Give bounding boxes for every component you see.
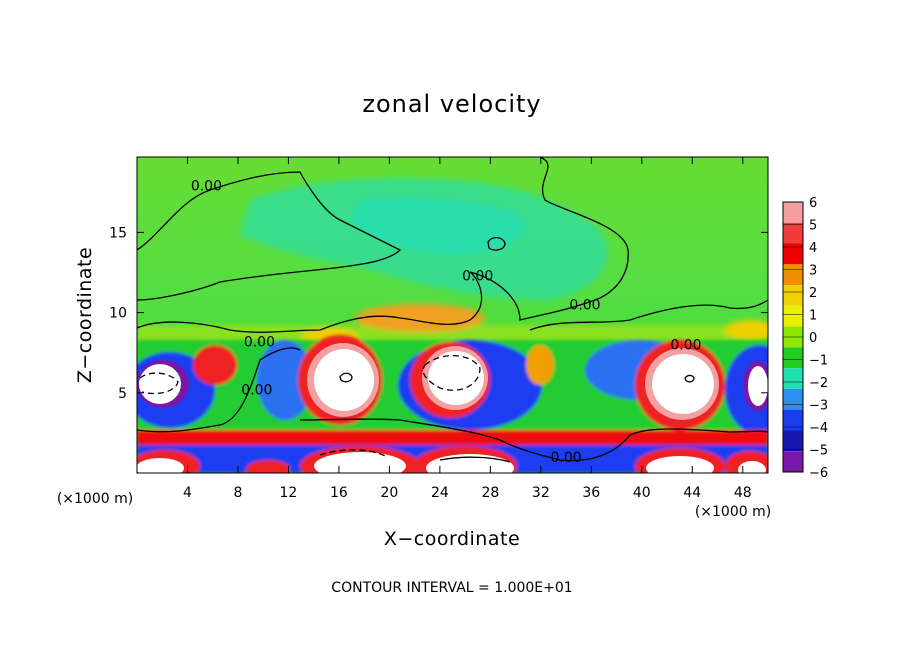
colorbar-swatch: [783, 222, 803, 244]
colorbar-label: −5: [809, 444, 828, 459]
bottom-positive-band: [137, 430, 768, 446]
zero-contour-main: [137, 157, 629, 333]
x-unit-left: (×1000 m): [57, 491, 133, 507]
saturated-core: [748, 366, 768, 406]
negative-vortex: [257, 340, 313, 420]
saturated-core: [137, 458, 184, 473]
x-tick-label: 44: [683, 485, 701, 501]
colorbar-label: 5: [809, 219, 817, 234]
colorbar-label: 6: [809, 196, 817, 211]
y-tick-label: 10: [109, 306, 127, 322]
colorbar-label: −1: [809, 354, 828, 369]
contour-label: 0.00: [550, 450, 581, 466]
colorbar-swatch: [783, 409, 803, 431]
x-axis-title: X−coordinate: [384, 528, 520, 550]
zero-contour-loop: [487, 236, 506, 251]
colorbar-label: −4: [809, 421, 828, 436]
y-tick-label: 5: [118, 386, 127, 402]
colorbar-label: 0: [809, 331, 817, 346]
contour-lines: [137, 157, 768, 463]
colorbar-swatch: [783, 305, 803, 327]
x-tick-label: 36: [582, 485, 600, 501]
positive-contour: [339, 372, 353, 383]
colorbar-swatch: [783, 285, 803, 306]
colorbar-swatch: [783, 347, 803, 369]
positive-vortex: [193, 345, 237, 385]
negative-contour: [139, 372, 179, 395]
saturated-core: [426, 454, 514, 473]
colorbar-label: 3: [809, 264, 817, 279]
colorbar-label: −3: [809, 399, 828, 414]
contour-label: 0.00: [244, 334, 275, 350]
upper-negative-core: [350, 198, 526, 255]
contour-label: 0.00: [569, 297, 600, 313]
x-tick-label: 24: [431, 485, 449, 501]
colorbar-label: −2: [809, 376, 828, 391]
colorbar-swatch: [783, 388, 803, 410]
contour-labels: 0.00 0.00 0.00 0.00 0.00 0.00 0.00: [191, 179, 702, 466]
y-axis-title: Z−coordinate: [74, 247, 96, 383]
saturated-core: [139, 364, 181, 404]
saturated-core: [314, 452, 406, 473]
positive-patch: [355, 304, 485, 332]
x-tick-label: 40: [633, 485, 651, 501]
negative-contour: [422, 354, 481, 391]
saturated-core: [314, 349, 374, 411]
contour-label: 0.00: [462, 269, 493, 285]
contour-interval-note: CONTOUR INTERVAL = 1.000E+01: [331, 580, 572, 596]
bottom-vortex: [246, 460, 290, 473]
positive-vortex: [526, 345, 554, 385]
y-axis: 5 10 15: [109, 225, 768, 402]
zero-contour-right: [529, 299, 768, 331]
x-tick-label: 12: [280, 485, 298, 501]
colorbar-swatch: [783, 264, 803, 286]
saturated-cores: [137, 343, 768, 473]
colorbar-swatch: [783, 243, 803, 265]
saturated-core: [652, 354, 714, 414]
colorbar-swatch: [783, 430, 803, 452]
colorbar-label: 2: [809, 286, 817, 301]
x-axis: 4 8 12 16 20 24 28 32 36 40 44 48: [183, 157, 752, 501]
x-unit-right: (×1000 m): [695, 504, 771, 520]
positive-contour: [684, 374, 695, 383]
zero-contour-lower: [137, 347, 768, 462]
x-tick-label: 32: [532, 485, 550, 501]
positive-patch: [725, 320, 768, 340]
saturated-core: [738, 461, 766, 473]
zero-contour-upper: [137, 171, 402, 301]
x-tick-label: 16: [330, 485, 348, 501]
colorbar-swatch: [783, 368, 803, 389]
plot-area: 0.00 0.00 0.00 0.00 0.00 0.00 0.00: [137, 157, 768, 473]
colorbar-label: −6: [809, 466, 828, 481]
chart-title: zonal velocity: [362, 90, 541, 118]
colorbar-label: 4: [809, 241, 817, 256]
contour-label: 0.00: [191, 179, 222, 195]
positive-contour: [439, 456, 511, 463]
x-tick-label: 8: [233, 485, 242, 501]
colorbar: 6 5 4 3 2 1 0 −1 −2 −3 −4 −5 −6: [782, 196, 828, 481]
upper-field: [240, 178, 608, 300]
contour-label: 0.00: [241, 382, 272, 398]
x-tick-label: 4: [183, 485, 192, 501]
x-tick-label: 28: [481, 485, 499, 501]
y-tick-label: 15: [109, 225, 127, 241]
saturated-core: [428, 351, 484, 405]
x-tick-label: 20: [380, 485, 398, 501]
colorbar-label: 1: [809, 309, 817, 324]
colorbar-swatch: [783, 202, 803, 223]
contour-label: 0.00: [670, 337, 701, 353]
x-tick-label: 48: [734, 485, 752, 501]
colorbar-swatch: [783, 451, 803, 472]
negative-contour: [319, 449, 386, 457]
saturated-core: [646, 456, 714, 473]
plot-frame: [136, 156, 769, 474]
